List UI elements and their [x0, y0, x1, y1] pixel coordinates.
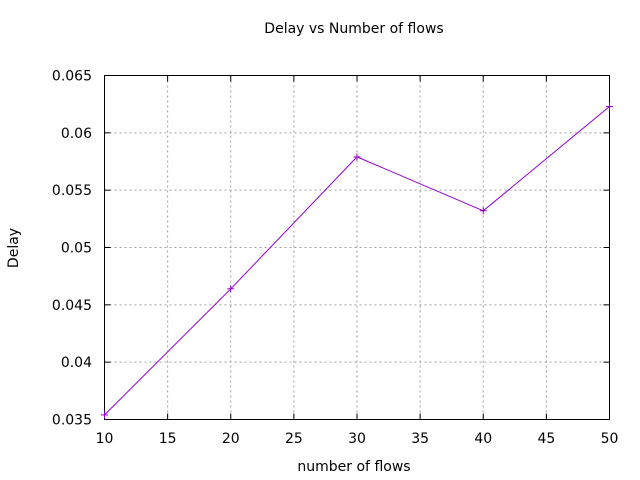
- x-tick-label: 45: [537, 431, 555, 447]
- y-tick-label: 0.04: [61, 355, 92, 371]
- x-tick-label: 20: [222, 431, 240, 447]
- data-point-marker: [227, 285, 235, 293]
- y-tick-label: 0.055: [52, 183, 92, 199]
- x-tick-label: 40: [474, 431, 492, 447]
- x-tick-label: 25: [285, 431, 303, 447]
- x-tick-label: 30: [348, 431, 366, 447]
- data-point-marker: [479, 207, 487, 215]
- data-point-marker: [606, 102, 613, 110]
- y-tick-label: 0.05: [61, 241, 92, 257]
- x-tick-label: 15: [159, 431, 177, 447]
- data-point-marker: [353, 153, 361, 161]
- y-tick-label: 0.045: [52, 298, 92, 314]
- y-tick-label: 0.065: [52, 69, 92, 85]
- chart-title: Delay vs Number of flows: [264, 21, 443, 37]
- x-tick-label: 35: [411, 431, 429, 447]
- data-point-marker: [101, 411, 108, 419]
- axis-ticks: [104, 75, 610, 420]
- y-tick-label: 0.06: [61, 126, 92, 142]
- grid-lines: [104, 75, 610, 420]
- x-axis-label: number of flows: [297, 459, 410, 475]
- x-tick-label: 50: [601, 431, 619, 447]
- y-axis-label: Delay: [6, 228, 22, 268]
- x-tick-label: 10: [96, 431, 114, 447]
- series-layer: [101, 102, 613, 419]
- y-tick-label: 0.035: [52, 413, 92, 429]
